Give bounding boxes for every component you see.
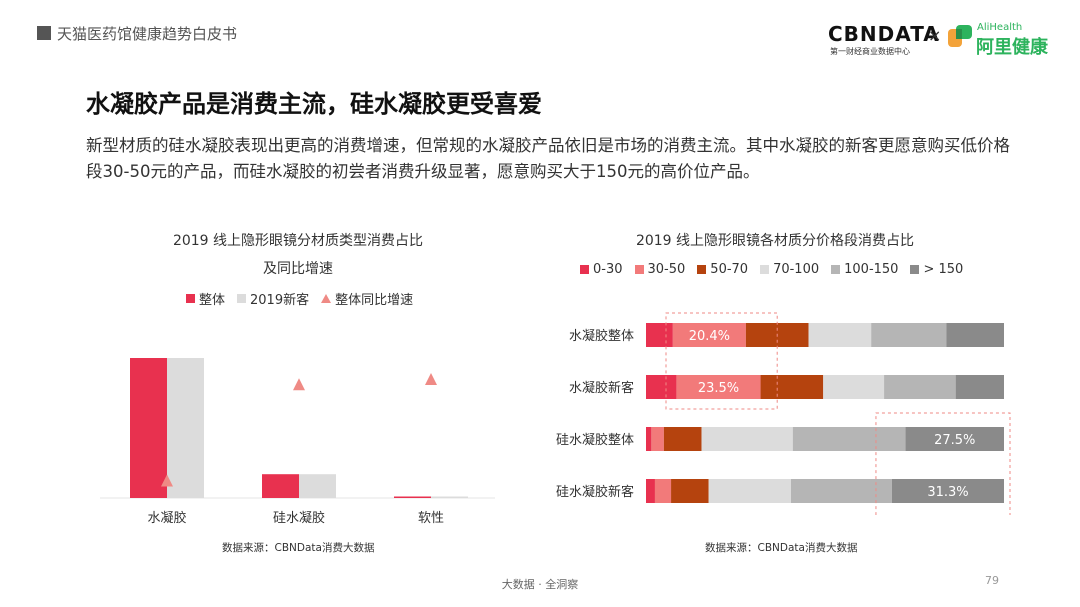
legend-item-price-1: 30-50 bbox=[634, 262, 686, 277]
segment-r2-s0 bbox=[646, 427, 652, 451]
legend-item-price-2: 50-70 bbox=[697, 262, 748, 277]
legend-item-price-0: 0-30 bbox=[580, 262, 623, 277]
cbndata-logo: CBNDATA bbox=[828, 22, 940, 46]
legend-swatch-price-1 bbox=[634, 265, 644, 274]
legend-swatch-price-3 bbox=[760, 265, 770, 274]
data-label-2: 27.5% bbox=[934, 433, 975, 448]
legend-swatch-price-2 bbox=[697, 265, 707, 274]
legend-label-price-5: > 150 bbox=[923, 262, 964, 277]
data-label-0: 20.4% bbox=[689, 329, 730, 344]
legend-item-overall: 整体 bbox=[186, 289, 225, 308]
legend-swatch-price-5 bbox=[910, 265, 920, 274]
page-title: 水凝胶产品是消费主流，硅水凝胶更受喜爱 bbox=[86, 90, 542, 118]
segment-r3-s3 bbox=[708, 479, 791, 503]
data-label-1: 23.5% bbox=[698, 381, 739, 396]
x-tick-label-0: 水凝胶 bbox=[147, 510, 186, 526]
highlight-box-silicone bbox=[875, 412, 1011, 515]
segment-r3-s1 bbox=[654, 479, 672, 503]
footer-slogan: 大数据 · 全洞察 bbox=[501, 578, 579, 591]
logo-separator: × bbox=[928, 26, 942, 45]
segment-r1-s1 bbox=[676, 375, 761, 399]
segment-r2-s4 bbox=[792, 427, 906, 451]
bar-new-1 bbox=[299, 474, 336, 498]
row-label-2: 硅水凝胶整体 bbox=[556, 432, 634, 448]
bar-overall-0 bbox=[130, 358, 167, 498]
legend-label-price-3: 70-100 bbox=[773, 262, 820, 277]
right-chart-source: 数据来源：CBNData消费大数据 bbox=[705, 542, 858, 554]
segment-r3-s2 bbox=[671, 479, 709, 503]
left-chart-title-line1: 2019 线上隐形眼镜分材质类型消费占比 bbox=[172, 233, 424, 249]
segment-r0-s4 bbox=[871, 323, 947, 347]
report-name: 天猫医药馆健康趋势白皮书 bbox=[57, 25, 238, 43]
alihealth-logo-icon bbox=[948, 25, 972, 47]
right-chart-legend: 0-30 30-50 50-70 70-100 100-150 > 150 bbox=[580, 262, 975, 277]
row-label-0: 水凝胶整体 bbox=[569, 328, 634, 344]
segment-r2-s3 bbox=[701, 427, 793, 451]
cbndata-logo-subtitle: 第一财经商业数据中心 bbox=[830, 47, 910, 56]
legend-triangle-icon bbox=[321, 294, 332, 303]
x-tick-label-2: 软性 bbox=[418, 511, 444, 526]
segment-r1-s3 bbox=[823, 375, 885, 399]
legend-item-growth: 整体同比增速 bbox=[321, 289, 413, 308]
segment-r0-s3 bbox=[808, 323, 872, 347]
bar-new-2 bbox=[431, 496, 468, 498]
segment-r2-s2 bbox=[663, 427, 702, 451]
legend-swatch-overall bbox=[186, 294, 195, 303]
legend-label-price-0: 0-30 bbox=[593, 262, 623, 277]
left-chart-legend: 整体 2019新客 整体同比增速 bbox=[186, 289, 425, 308]
highlight-box-hydrogel bbox=[665, 312, 778, 410]
segment-r1-s2 bbox=[760, 375, 824, 399]
segment-r0-s1 bbox=[672, 323, 746, 347]
left-chart-plot: 水凝胶 硅水凝胶 软性 bbox=[100, 358, 495, 526]
segment-r3-s4 bbox=[790, 479, 892, 503]
segment-r1-s4 bbox=[884, 375, 956, 399]
segment-r1-s5 bbox=[955, 375, 1004, 399]
legend-label-new: 2019新客 bbox=[250, 293, 310, 308]
alihealth-logo-cn: 阿里健康 bbox=[976, 37, 1048, 58]
data-label-3: 31.3% bbox=[927, 485, 968, 500]
legend-label-growth: 整体同比增速 bbox=[335, 293, 414, 308]
left-chart-title-line2: 及同比增速 bbox=[263, 261, 333, 277]
legend-label-price-4: 100-150 bbox=[844, 262, 899, 277]
right-chart-title: 2019 线上隐形眼镜各材质分价格段消费占比 bbox=[635, 233, 915, 249]
segment-r1-s0 bbox=[646, 375, 677, 399]
header-square-icon bbox=[37, 26, 51, 40]
legend-item-price-3: 70-100 bbox=[760, 262, 819, 277]
page-description: 新型材质的硅水凝胶表现出更高的消费增速，但常规的水凝胶产品依旧是市场的消费主流。… bbox=[86, 136, 1010, 181]
alihealth-logo-en: AliHealth bbox=[977, 22, 1023, 33]
legend-item-price-5: > 150 bbox=[910, 262, 963, 277]
bar-new-0 bbox=[167, 358, 204, 498]
bar-overall-2 bbox=[394, 496, 431, 498]
segment-r3-s0 bbox=[646, 479, 655, 503]
row-label-1: 水凝胶新客 bbox=[569, 380, 634, 396]
segment-r3-s5 bbox=[891, 479, 1004, 503]
bar-overall-1 bbox=[262, 474, 299, 498]
legend-swatch-price-4 bbox=[831, 265, 841, 274]
legend-item-price-4: 100-150 bbox=[831, 262, 898, 277]
legend-label-price-2: 50-70 bbox=[710, 262, 749, 277]
x-tick-label-1: 硅水凝胶 bbox=[273, 510, 325, 526]
segment-r2-s5 bbox=[905, 427, 1004, 451]
legend-swatch-price-0 bbox=[580, 265, 589, 274]
segment-r0-s0 bbox=[646, 323, 673, 347]
growth-marker-0 bbox=[161, 474, 173, 487]
row-label-3: 硅水凝胶新客 bbox=[556, 484, 634, 500]
segment-r0-s5 bbox=[946, 323, 1004, 347]
legend-label-overall: 整体 bbox=[199, 293, 226, 308]
legend-label-price-1: 30-50 bbox=[647, 262, 686, 277]
growth-marker-2 bbox=[425, 373, 437, 385]
growth-marker-1 bbox=[293, 378, 305, 391]
page-number: 79 bbox=[985, 574, 999, 587]
left-chart-source: 数据来源：CBNData消费大数据 bbox=[222, 542, 375, 554]
legend-item-new: 2019新客 bbox=[237, 289, 309, 308]
legend-swatch-new bbox=[237, 294, 247, 303]
segment-r2-s1 bbox=[651, 427, 664, 451]
